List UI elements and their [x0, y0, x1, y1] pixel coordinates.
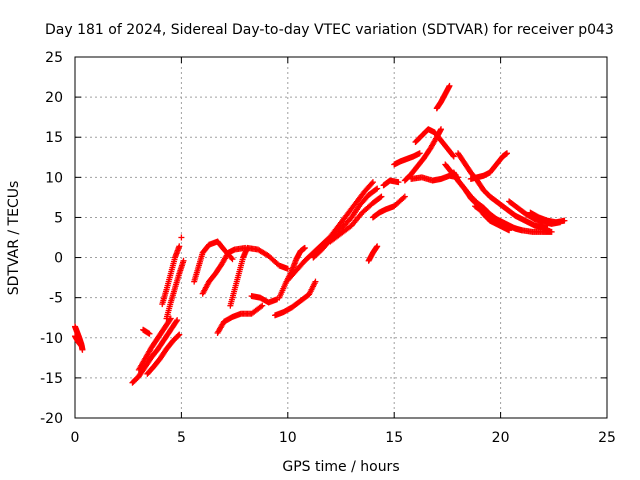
data-point [395, 179, 402, 186]
data-point [257, 303, 264, 310]
data-point [446, 82, 453, 89]
data-point [173, 318, 180, 325]
data-point [416, 150, 423, 157]
data-point [176, 243, 183, 250]
x-tick-label: 5 [177, 430, 186, 446]
data-point [176, 331, 183, 338]
data-point [229, 256, 236, 263]
data-point [438, 126, 445, 133]
y-tick-label: 10 [45, 170, 63, 186]
data-point [228, 254, 235, 261]
data-point [166, 316, 173, 323]
data-point [503, 150, 510, 157]
data-point [377, 194, 384, 201]
data-point [373, 186, 380, 193]
y-tick-label: -20 [40, 411, 63, 427]
x-tick-label: 10 [279, 430, 297, 446]
y-tick-label: -15 [40, 371, 63, 387]
data-point [175, 332, 182, 339]
x-tick-label: 15 [385, 430, 403, 446]
y-axis-label: SDTVAR / TECUs [6, 181, 22, 296]
data-point [259, 302, 266, 309]
chart-title: Day 181 of 2024, Sidereal Day-to-day VTE… [45, 22, 614, 38]
data-point [374, 243, 381, 250]
data-point [548, 228, 555, 235]
data-point [378, 193, 385, 200]
axis-ticks: 0 5 10 15 20 25 -20 -15 -10 -5 0 5 10 15 20 25 [40, 50, 616, 446]
data-point [368, 180, 375, 187]
x-axis-label: GPS time / hours [282, 459, 399, 475]
y-tick-label: -10 [40, 331, 63, 347]
y-tick-label: 0 [54, 251, 63, 267]
x-tick-label: 20 [492, 430, 510, 446]
data-point [449, 152, 456, 159]
data-point [561, 217, 568, 224]
data-point [178, 234, 185, 241]
y-tick-label: 15 [45, 130, 63, 146]
data-point [174, 317, 181, 324]
data-point [401, 193, 408, 200]
y-tick-label: -5 [49, 291, 63, 307]
y-tick-label: 20 [45, 90, 63, 106]
x-tick-label: 25 [598, 430, 616, 446]
data-point [374, 185, 381, 192]
plot-frame [74, 56, 608, 419]
data-point [146, 330, 153, 337]
data-point [301, 244, 308, 251]
data-point [312, 278, 319, 285]
data-point [79, 346, 86, 353]
x-tick-label: 0 [71, 430, 80, 446]
data-point [400, 194, 407, 201]
y-tick-label: 25 [45, 50, 63, 66]
data-point [369, 179, 376, 186]
y-tick-label: 5 [54, 210, 63, 226]
grid [75, 57, 607, 418]
data-point [180, 257, 187, 264]
data-point [78, 342, 85, 349]
data-point [450, 153, 457, 160]
data-points [72, 82, 568, 386]
